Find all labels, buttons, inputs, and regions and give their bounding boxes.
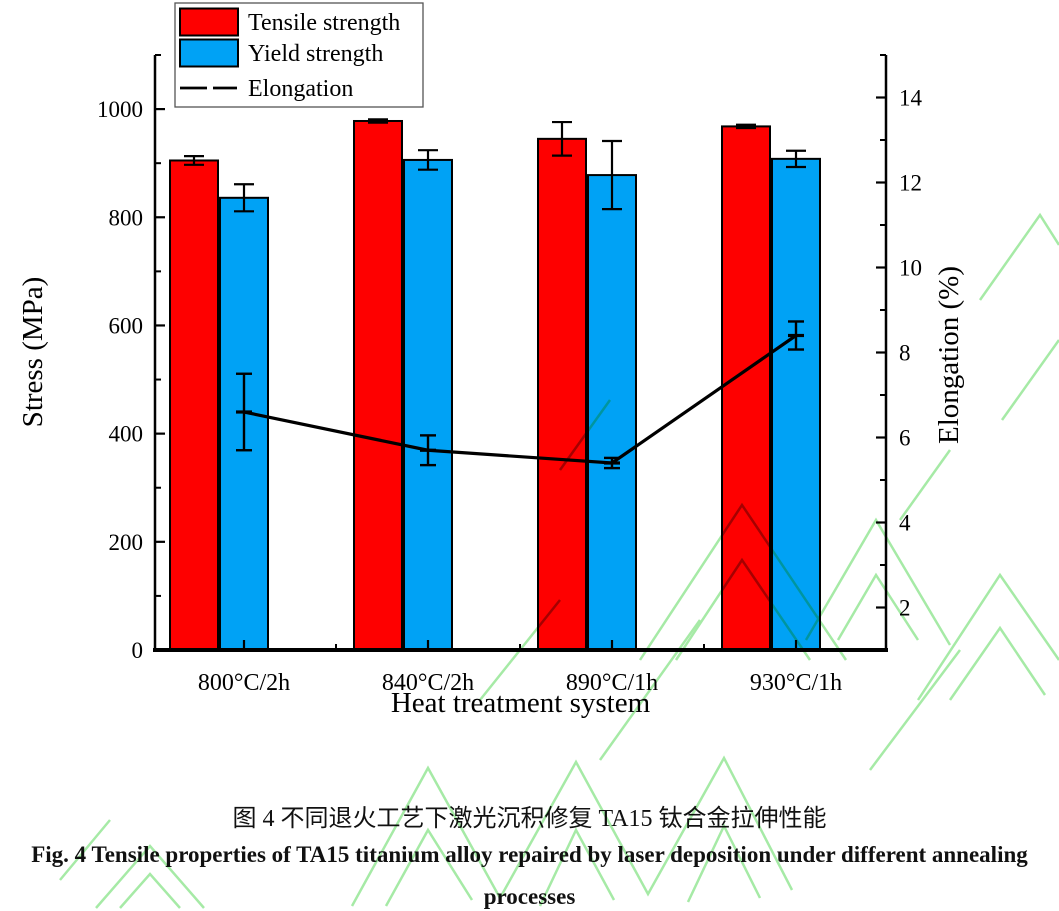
x-category-label: 840°C/2h — [382, 670, 474, 696]
tensile-properties-chart: 0 200 400 600 800 1000 2 4 6 8 10 12 14 800°C/2h 840°C… — [17, 2, 965, 719]
left-axis-tick-label: 800 — [109, 205, 144, 230]
error-bar — [736, 123, 756, 130]
axes: 0 200 400 600 800 1000 2 4 6 8 10 12 14 800°C/2h 840°C… — [17, 54, 965, 719]
bar-tensile-strength-800°C/2h — [169, 159, 219, 652]
right-axis-tick-label: 10 — [899, 256, 922, 281]
error-bar — [786, 149, 806, 169]
x-category-label: 930°C/1h — [750, 670, 842, 696]
right-axis-tick-label: 6 — [899, 426, 911, 451]
left-axis-tick-label: 600 — [109, 313, 144, 338]
x-category-label: 800°C/2h — [198, 670, 290, 696]
right-axis-tick-label: 4 — [899, 511, 911, 536]
x-axis-title: Heat treatment system — [391, 687, 651, 719]
right-axis-title: Elongation (%) — [933, 266, 965, 444]
right-axis-tick-label: 14 — [899, 86, 923, 111]
caption-english-line2: processes — [483, 884, 576, 909]
legend-swatch-tensile-strength — [179, 7, 239, 37]
left-axis-tick-label: 200 — [109, 530, 144, 555]
right-axis-tick-label: 12 — [899, 171, 922, 196]
legend-label: Yield strength — [248, 41, 383, 67]
left-axis-title: Stress (MPa) — [17, 277, 49, 428]
legend-label: Tensile strength — [248, 10, 400, 36]
bar-tensile-strength-840°C/2h — [353, 119, 403, 651]
bar-tensile-strength-930°C/1h — [721, 125, 771, 651]
right-axis-tick-label: 8 — [899, 341, 911, 366]
error-bar — [418, 149, 438, 171]
bar-yield-strength-890°C/1h — [587, 174, 637, 651]
error-bar — [184, 155, 204, 166]
legend-label: Elongation — [248, 76, 353, 102]
bar-yield-strength-840°C/2h — [403, 158, 453, 651]
left-axis-tick-label: 400 — [109, 422, 144, 447]
left-axis-tick-label: 0 — [132, 638, 144, 663]
error-bar — [552, 120, 572, 157]
left-axis-tick-label: 1000 — [97, 97, 143, 122]
error-bar — [602, 139, 622, 211]
legend: Tensile strength Yield strength Elongation — [174, 2, 424, 108]
error-bar — [368, 118, 388, 124]
elongation-line — [243, 334, 797, 465]
bar-yield-strength-930°C/1h — [771, 157, 821, 651]
legend-swatch-yield-strength — [179, 38, 239, 68]
error-bar — [234, 183, 254, 213]
caption-english-line1: Fig. 4 Tensile properties of TA15 titani… — [31, 842, 1028, 867]
caption-chinese: 图 4 不同退火工艺下激光沉积修复 TA15 钛合金拉伸性能 — [232, 806, 827, 832]
right-axis-tick-label: 2 — [899, 596, 911, 621]
line-series — [236, 320, 804, 470]
bar-tensile-strength-890°C/1h — [537, 137, 587, 651]
